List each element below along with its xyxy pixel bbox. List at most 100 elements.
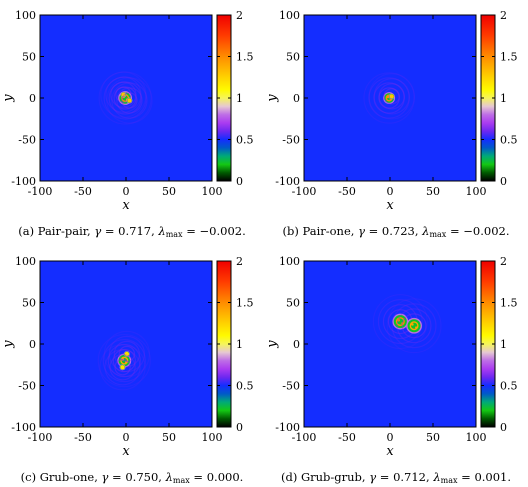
heatmap-d-blob-peak [415,326,418,329]
x-tick-label-c: 0 [123,431,130,444]
heatmap-b-features [363,72,415,124]
caption-a-gamma: 0.717 [118,224,152,238]
colorbar-tick-label-a: 0.5 [236,134,254,147]
y-tick-label-a: 100 [15,9,36,22]
heatmap-b-ripple [383,88,400,105]
x-tick-label-a: 0 [123,185,130,198]
y-tick-label-d: 0 [293,338,300,351]
heatmap-a-blob-peak [123,94,126,97]
heatmap-d-blob-peak [411,323,414,326]
caption-b-lambda-sub: max [429,230,447,239]
heatmap-c-ripple [99,344,146,391]
heatmap-d-blob-peak [397,318,400,322]
y-tick-label-b: 100 [279,9,300,22]
x-tick-label-b: 50 [426,185,440,198]
heatmap-c-ripple [97,333,151,388]
heatmap-a-ripple [98,71,152,125]
panel-a: -100 -50 0 50 100 100 50 0 -50 -100 x y 2 1.5 1 0.5 0 [1,9,254,213]
colorbar-tick-label-b: 0 [500,175,507,188]
heatmap-c-ripple [118,345,136,363]
heatmap-c-background [40,261,212,427]
heatmap-a-ripple [106,77,153,124]
heatmap-b-blob-peak [391,95,394,99]
heatmap-d-blob-ring [395,317,405,327]
y-tick-label-c: 0 [29,338,36,351]
colorbar-tick-label-b: 1 [500,92,507,105]
caption-b-gamma: 0.723 [381,224,415,238]
y-tick-label-c: 50 [22,297,36,310]
colorbar-tick-label-c: 1 [236,338,243,351]
x-tick-label-b: -100 [292,185,317,198]
colorbar-tick-label-b: 0.5 [500,134,518,147]
heatmap-c-blob-peak [121,358,125,361]
caption-b-label: (b) Pair-one, [282,224,355,238]
caption-c-gamma-symbol: γ [101,470,109,484]
panel-d: -100 -50 0 50 100 100 50 0 -50 -100 x y 2 1.5 1 0.5 0 [265,255,518,459]
y-tick-label-a: -100 [11,175,36,188]
y-axis-label-c: y [1,340,16,349]
x-tick-label-d: -50 [338,431,356,444]
x-axis-label-d: x [386,444,394,459]
caption-c: (c) Grub-one, γ = 0.750, λmax = 0.000. [20,470,244,485]
heatmap-b-ripple [373,82,405,114]
x-tick-label-a: -100 [28,185,53,198]
y-tick-label-c: -50 [18,380,36,393]
y-tick-label-d: 100 [279,255,300,268]
heatmap-c-ripple [104,349,141,386]
heatmap-a-ripple [111,82,148,119]
x-tick-label-c: -50 [74,431,92,444]
colorbar-tick-label-d: 1 [500,338,507,351]
y-tick-label-b: -50 [282,134,300,147]
heatmap-d-ripple [386,298,442,354]
colorbar-tick-label-d: 0 [500,421,507,434]
y-tick-label-c: 100 [15,255,36,268]
caption-d: (d) Grub-grub, γ = 0.712, λmax = 0.001. [280,470,512,485]
colorbar-tick-label-a: 2 [236,9,243,22]
heatmap-a-ripple [105,76,142,113]
y-tick-label-a: 50 [22,51,36,64]
heatmap-c-ripple [107,343,141,378]
caption-b-lambda-symbol: λ [422,224,430,238]
caption-d-lambda-sub: max [440,476,458,485]
x-tick-label-a: 50 [162,185,176,198]
y-tick-label-c: -100 [11,421,36,434]
heatmap-c-blob [118,354,130,367]
caption-d-label: (d) Grub-grub, [280,470,366,484]
x-axis-label-c: x [122,444,130,459]
heatmap-b-ripple [368,73,415,120]
colorbar-tick-label-c: 0.5 [236,380,254,393]
caption-c-label: (c) Grub-one, [20,470,98,484]
heatmap-a-ripple [113,86,137,110]
heatmap-d-blob-peak [401,322,404,325]
heatmap-d-ripple [401,313,427,339]
colorbar-tick-label-c: 0 [236,421,243,434]
caption-d-gamma-symbol: γ [369,470,377,484]
y-tick-label-a: -50 [18,134,36,147]
heatmap-b-ripple [378,87,400,109]
caption-a-lambda-symbol: λ [158,224,166,238]
y-tick-label-b: 50 [286,51,300,64]
heatmap-d-blob [393,315,407,329]
x-tick-label-d: 0 [387,431,394,444]
heatmap-c-ripple [112,348,136,373]
caption-c-gamma: 0.750 [125,470,159,484]
heatmap-a-ripple [116,87,143,114]
panel-c: -100 -50 0 50 100 100 50 0 -50 -100 x y 2 1.5 1 0.5 0 [1,255,254,459]
x-tick-label-c: 100 [202,431,223,444]
heatmap-c-ripple [114,359,131,376]
x-tick-label-b: -50 [338,185,356,198]
heatmap-d-blob-ring [409,321,419,331]
heatmap-b-ripple [363,72,415,124]
x-tick-label-c: -100 [28,431,53,444]
heatmap-d-ripple [391,303,437,349]
caption-a-gamma-symbol: γ [94,224,102,238]
colorbar-tick-label-a: 1.5 [236,51,254,64]
heatmap-c-ripple [113,340,141,368]
caption-a-label: (a) Pair-pair, [18,224,91,238]
heatmap-b-blob-peak [386,95,390,99]
x-tick-label-a: -50 [74,185,92,198]
heatmap-a-ripple [115,86,132,103]
heatmap-a-ripple [110,81,137,108]
caption-b: (b) Pair-one, γ = 0.723, λmax = −0.002. [282,224,510,239]
